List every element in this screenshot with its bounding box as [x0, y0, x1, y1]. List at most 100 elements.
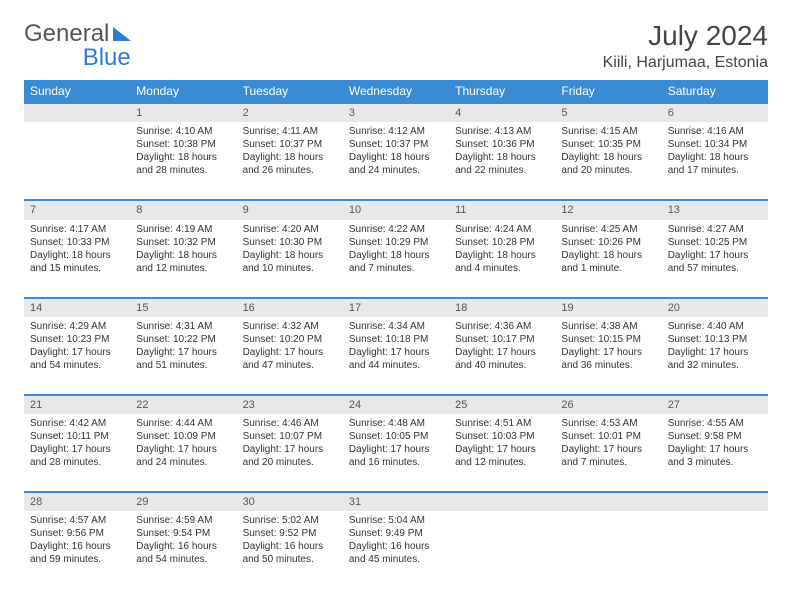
sunset-text: Sunset: 10:29 PM	[349, 236, 443, 249]
sunrise-text: Sunrise: 4:48 AM	[349, 417, 443, 430]
sunset-text: Sunset: 10:07 PM	[243, 430, 337, 443]
day1-text: Daylight: 18 hours	[668, 151, 762, 164]
day2-text: and 44 minutes.	[349, 359, 443, 372]
sunset-text: Sunset: 10:36 PM	[455, 138, 549, 151]
day1-text: Daylight: 18 hours	[561, 249, 655, 262]
sunrise-text: Sunrise: 5:04 AM	[349, 514, 443, 527]
day-number: 3	[343, 103, 449, 122]
day-number: 2	[237, 103, 343, 122]
sunset-text: Sunset: 10:38 PM	[136, 138, 230, 151]
day-number: 5	[555, 103, 661, 122]
day-header: Wednesday	[343, 80, 449, 103]
sunrise-text: Sunrise: 4:10 AM	[136, 125, 230, 138]
sunrise-text: Sunrise: 4:13 AM	[455, 125, 549, 138]
day2-text: and 51 minutes.	[136, 359, 230, 372]
day-cell: Sunrise: 4:31 AMSunset: 10:22 PMDaylight…	[130, 317, 236, 395]
sunrise-text: Sunrise: 4:42 AM	[30, 417, 124, 430]
day-cell: Sunrise: 4:59 AMSunset: 9:54 PMDaylight:…	[130, 511, 236, 589]
day1-text: Daylight: 17 hours	[349, 443, 443, 456]
day-number: 7	[24, 200, 130, 219]
day2-text: and 12 minutes.	[455, 456, 549, 469]
day-data-row: Sunrise: 4:42 AMSunset: 10:11 PMDaylight…	[24, 414, 768, 492]
sunset-text: Sunset: 10:09 PM	[136, 430, 230, 443]
day-number: 22	[130, 395, 236, 414]
sunset-text: Sunset: 10:33 PM	[30, 236, 124, 249]
sunrise-text: Sunrise: 4:53 AM	[561, 417, 655, 430]
sunset-text: Sunset: 10:32 PM	[136, 236, 230, 249]
day-number	[555, 492, 661, 511]
day2-text: and 32 minutes.	[668, 359, 762, 372]
day2-text: and 47 minutes.	[243, 359, 337, 372]
day-number: 13	[662, 200, 768, 219]
day2-text: and 15 minutes.	[30, 262, 124, 275]
day-cell: Sunrise: 4:17 AMSunset: 10:33 PMDaylight…	[24, 220, 130, 298]
day2-text: and 20 minutes.	[243, 456, 337, 469]
day-number: 11	[449, 200, 555, 219]
day2-text: and 10 minutes.	[243, 262, 337, 275]
sunset-text: Sunset: 9:52 PM	[243, 527, 337, 540]
day-number-row: 78910111213	[24, 200, 768, 219]
sunrise-text: Sunrise: 4:17 AM	[30, 223, 124, 236]
sunrise-text: Sunrise: 4:36 AM	[455, 320, 549, 333]
day2-text: and 54 minutes.	[136, 553, 230, 566]
day2-text: and 54 minutes.	[30, 359, 124, 372]
sunrise-text: Sunrise: 4:12 AM	[349, 125, 443, 138]
day-number: 27	[662, 395, 768, 414]
day-number: 29	[130, 492, 236, 511]
day1-text: Daylight: 17 hours	[30, 346, 124, 359]
sunset-text: Sunset: 10:15 PM	[561, 333, 655, 346]
day-cell: Sunrise: 4:16 AMSunset: 10:34 PMDaylight…	[662, 122, 768, 200]
day-number	[449, 492, 555, 511]
day1-text: Daylight: 18 hours	[455, 151, 549, 164]
day-number: 23	[237, 395, 343, 414]
sunset-text: Sunset: 10:37 PM	[349, 138, 443, 151]
day-cell: Sunrise: 4:55 AMSunset: 9:58 PMDaylight:…	[662, 414, 768, 492]
day-number-row: 21222324252627	[24, 395, 768, 414]
sunset-text: Sunset: 10:17 PM	[455, 333, 549, 346]
day-number: 4	[449, 103, 555, 122]
calendar-table: Sunday Monday Tuesday Wednesday Thursday…	[24, 80, 768, 589]
sunset-text: Sunset: 9:54 PM	[136, 527, 230, 540]
day-number: 8	[130, 200, 236, 219]
day1-text: Daylight: 17 hours	[561, 346, 655, 359]
day-cell: Sunrise: 4:32 AMSunset: 10:20 PMDaylight…	[237, 317, 343, 395]
sunset-text: Sunset: 10:20 PM	[243, 333, 337, 346]
sunrise-text: Sunrise: 4:24 AM	[455, 223, 549, 236]
day-number: 10	[343, 200, 449, 219]
sunrise-text: Sunrise: 4:59 AM	[136, 514, 230, 527]
day-header: Friday	[555, 80, 661, 103]
sunrise-text: Sunrise: 4:55 AM	[668, 417, 762, 430]
logo-text-blue: Blue	[83, 44, 131, 71]
day2-text: and 40 minutes.	[455, 359, 549, 372]
sunrise-text: Sunrise: 4:29 AM	[30, 320, 124, 333]
day1-text: Daylight: 17 hours	[668, 346, 762, 359]
sunrise-text: Sunrise: 4:44 AM	[136, 417, 230, 430]
day2-text: and 59 minutes.	[30, 553, 124, 566]
day1-text: Daylight: 17 hours	[668, 443, 762, 456]
sunrise-text: Sunrise: 4:22 AM	[349, 223, 443, 236]
sunrise-text: Sunrise: 4:27 AM	[668, 223, 762, 236]
day-cell: Sunrise: 4:10 AMSunset: 10:38 PMDaylight…	[130, 122, 236, 200]
day1-text: Daylight: 18 hours	[349, 151, 443, 164]
sunrise-text: Sunrise: 4:57 AM	[30, 514, 124, 527]
day2-text: and 1 minute.	[561, 262, 655, 275]
day-number-row: 14151617181920	[24, 298, 768, 317]
day-number: 15	[130, 298, 236, 317]
sunrise-text: Sunrise: 4:46 AM	[243, 417, 337, 430]
sunset-text: Sunset: 10:13 PM	[668, 333, 762, 346]
day2-text: and 7 minutes.	[349, 262, 443, 275]
day-cell: Sunrise: 4:51 AMSunset: 10:03 PMDaylight…	[449, 414, 555, 492]
day-number: 16	[237, 298, 343, 317]
day-cell: Sunrise: 4:38 AMSunset: 10:15 PMDaylight…	[555, 317, 661, 395]
day2-text: and 50 minutes.	[243, 553, 337, 566]
sunset-text: Sunset: 10:03 PM	[455, 430, 549, 443]
sunrise-text: Sunrise: 4:15 AM	[561, 125, 655, 138]
day-number: 18	[449, 298, 555, 317]
day2-text: and 26 minutes.	[243, 164, 337, 177]
day-number: 6	[662, 103, 768, 122]
day-cell: Sunrise: 4:27 AMSunset: 10:25 PMDaylight…	[662, 220, 768, 298]
sunset-text: Sunset: 10:30 PM	[243, 236, 337, 249]
day1-text: Daylight: 18 hours	[243, 249, 337, 262]
sail-icon	[113, 27, 131, 41]
sunrise-text: Sunrise: 4:25 AM	[561, 223, 655, 236]
